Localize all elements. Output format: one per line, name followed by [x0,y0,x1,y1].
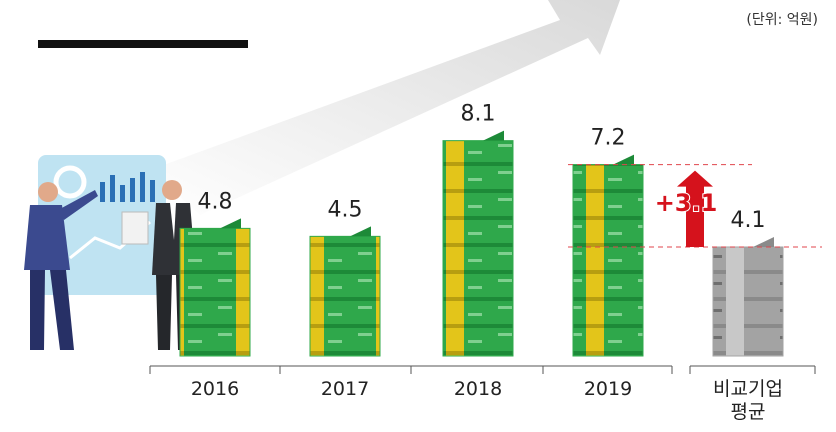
money-stack [179,227,251,357]
value-label: 7.2 [591,126,626,151]
category-label: 비교기업 평균 [713,378,783,423]
money-stack [309,235,381,357]
money-stack [712,246,784,357]
bill-corner [483,130,504,141]
value-label: 4.8 [198,189,233,214]
difference-arrow [677,170,713,247]
category-label: 2018 [453,378,503,400]
bill-corner [350,226,371,237]
category-label: 2017 [320,378,370,400]
category-label: 2019 [583,378,633,400]
annotation: +3.1 [655,189,718,217]
unit-label: (단위: 억원) [746,12,818,28]
value-label: 4.1 [731,208,766,233]
bill-corner [753,236,774,247]
value-label: 8.1 [461,102,496,127]
illustration [24,155,196,350]
bill-corner [220,218,241,229]
value-label: 4.5 [328,197,363,222]
background-arrow [150,0,620,215]
money-stack [572,164,644,357]
bill-corner [613,154,634,165]
category-label: 2016 [190,378,240,400]
money-stack [442,140,514,357]
title-underline [38,40,248,48]
